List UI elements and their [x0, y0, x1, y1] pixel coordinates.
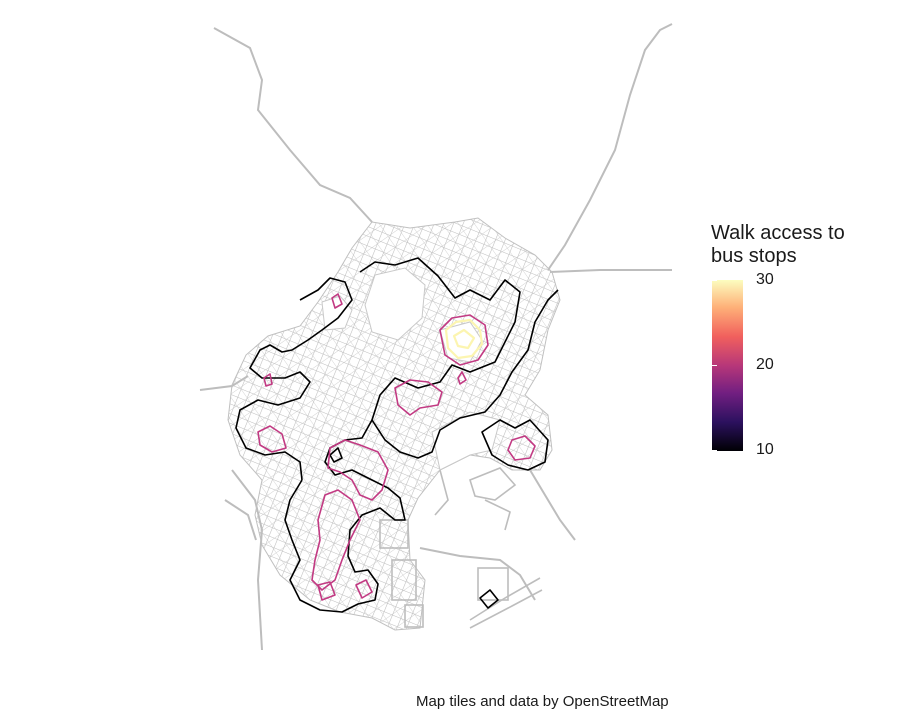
contour-20-southeast: [355, 579, 373, 599]
contour-30-core: [444, 318, 484, 360]
pier: [469, 467, 517, 501]
road-northwest: [213, 27, 373, 223]
map-svg: [199, 23, 673, 651]
contour-10-islet: [329, 447, 343, 463]
road-southwest-2: [224, 499, 257, 541]
pier: [434, 469, 449, 516]
contour-20-south-small: [317, 581, 336, 601]
legend-label-min: 10: [756, 441, 774, 458]
attribution-caption: Map tiles and data by OpenStreetMap: [416, 693, 669, 710]
contour-20-south: [311, 489, 361, 591]
legend-tick-mark: [743, 450, 748, 451]
contour-20-central: [394, 379, 443, 416]
contour-10-islet: [479, 589, 499, 609]
pier: [477, 567, 509, 601]
legend-color-bar: [712, 280, 743, 451]
contour-20-small: [263, 373, 273, 387]
contour-20-core: [439, 314, 489, 366]
legend-tick-mark: [712, 450, 717, 451]
legend-title: Walk access to bus stops: [711, 222, 891, 268]
contour-30-core-inner: [452, 328, 476, 350]
pier: [484, 499, 511, 531]
contour-20-small: [457, 371, 467, 385]
road-east: [549, 269, 672, 273]
contour-10-east: [481, 419, 549, 471]
contour-10-west: [235, 277, 353, 481]
pier: [391, 559, 417, 601]
urban-footprint-overlay: [228, 218, 560, 630]
contour-level-20: [257, 293, 536, 601]
road-southwest-1: [231, 469, 264, 651]
park-north: [364, 267, 426, 341]
legend-tick-mark: [712, 365, 717, 366]
legend-title-line-2: bus stops: [711, 245, 797, 267]
legend-tick-mark: [743, 280, 748, 281]
park-west: [321, 295, 353, 331]
pier: [404, 604, 424, 628]
legend: Walk access to bus stops 30 20 10: [711, 222, 911, 462]
legend-label-max: 30: [756, 271, 774, 288]
pier-breakwater: [469, 577, 541, 621]
pier-breakwater: [469, 589, 543, 629]
contour-20-east: [507, 435, 536, 461]
bay: [431, 411, 501, 471]
contour-level-30: [444, 318, 484, 360]
contour-20-midsouth: [327, 439, 389, 501]
road-east-spur: [529, 469, 576, 541]
legend-label-mid: 20: [756, 356, 774, 373]
road-northeast: [547, 23, 673, 271]
contour-20-small: [331, 293, 343, 309]
map-canvas[interactable]: [0, 0, 700, 680]
road-south-link: [419, 547, 536, 601]
open-spaces: [321, 267, 501, 471]
legend-tick-mark: [743, 365, 748, 366]
legend-tick-mark: [712, 280, 717, 281]
contour-20-west: [257, 425, 287, 453]
legend-title-line-1: Walk access to: [711, 222, 845, 244]
contour-10-north: [359, 257, 559, 459]
